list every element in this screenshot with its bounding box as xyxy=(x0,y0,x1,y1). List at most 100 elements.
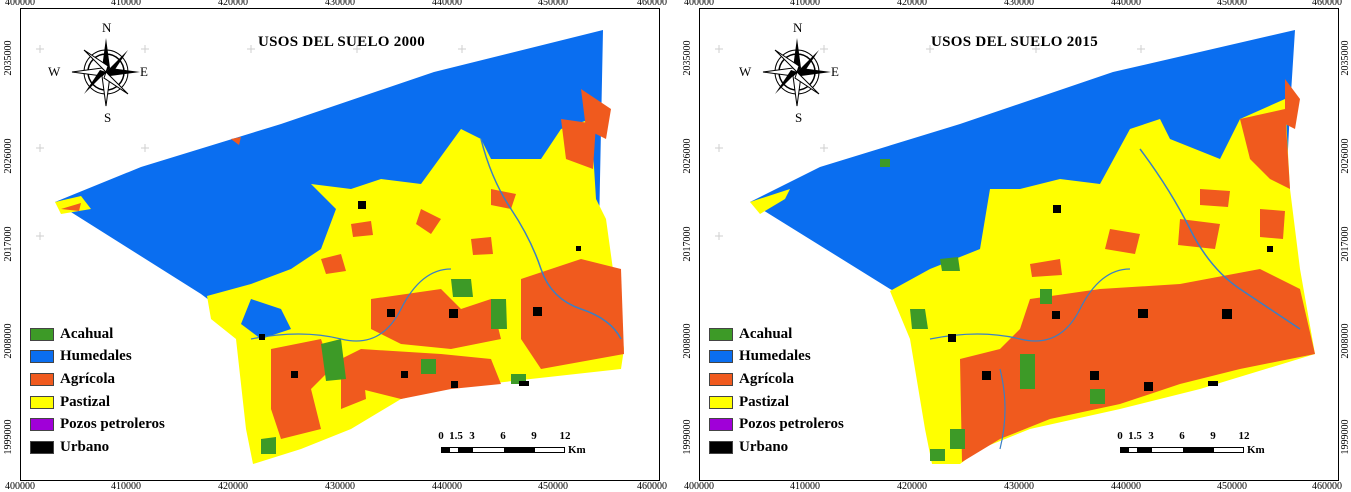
legend-label: Pastizal xyxy=(60,393,110,410)
compass-w: W xyxy=(48,64,61,79)
legend-item: Urbano xyxy=(709,436,844,459)
y-tick: 2017000 xyxy=(1340,226,1351,262)
legend-label: Urbano xyxy=(60,438,110,455)
legend-label: Humedales xyxy=(739,348,811,365)
compass-w: W xyxy=(739,64,752,79)
scale-unit: Km xyxy=(568,444,586,456)
x-tick: 400000 xyxy=(684,0,714,8)
scale-label: 12 xyxy=(559,430,571,442)
legend-item: Acahual xyxy=(30,323,165,346)
legend-label: Pastizal xyxy=(739,393,789,410)
map-panel-2000: 400000 410000 420000 430000 440000 45000… xyxy=(0,0,672,492)
map-frame xyxy=(20,8,660,481)
y-tick: 2035000 xyxy=(3,40,14,76)
legend-swatch xyxy=(30,350,54,364)
legend-swatch xyxy=(709,395,733,409)
x-tick: 440000 xyxy=(1111,0,1141,8)
legend-label: Humedales xyxy=(60,348,132,365)
legend-swatch xyxy=(709,327,733,341)
y-tick: 2017000 xyxy=(3,226,14,262)
y-tick: 1999000 xyxy=(1340,419,1351,455)
legend-label: Acahual xyxy=(739,325,793,342)
acahual-patches xyxy=(880,159,1105,461)
scale-label: 6 xyxy=(500,430,506,442)
scale-label: 3 xyxy=(1148,430,1154,442)
scale-unit: Km xyxy=(1247,444,1265,456)
scale-label: 3 xyxy=(469,430,475,442)
legend-swatch xyxy=(30,395,54,409)
legend-swatch xyxy=(709,350,733,364)
x-tick: 420000 xyxy=(218,481,248,492)
urban-points xyxy=(948,205,1273,391)
legend-label: Pozos petroleros xyxy=(739,416,844,433)
legend: Acahual Humedales Agrícola Pastizal Pozo… xyxy=(709,323,844,459)
compass-e: E xyxy=(140,64,148,79)
legend-label: Agrícola xyxy=(739,370,794,387)
x-tick: 440000 xyxy=(432,0,462,8)
x-tick: 450000 xyxy=(1217,0,1247,8)
x-tick: 410000 xyxy=(111,481,141,492)
compass-n: N xyxy=(793,20,803,35)
y-tick: 1999000 xyxy=(3,419,14,455)
compass-n: N xyxy=(102,20,112,35)
x-tick: 420000 xyxy=(897,481,927,492)
legend-item: Urbano xyxy=(30,436,165,459)
scale-label: 12 xyxy=(1238,430,1250,442)
x-tick: 410000 xyxy=(790,481,820,492)
scale-bar: 0 1.5 3 6 9 12 Km xyxy=(1111,430,1271,460)
scale-label: 6 xyxy=(1179,430,1185,442)
compass-s: S xyxy=(104,110,112,125)
map-title: USOS DEL SUELO 2015 xyxy=(931,34,1099,50)
legend-label: Urbano xyxy=(739,438,789,455)
legend-swatch xyxy=(709,372,733,386)
legend-swatch xyxy=(709,418,733,432)
x-tick: 460000 xyxy=(1312,481,1342,492)
x-tick: 440000 xyxy=(1111,481,1141,492)
x-tick: 460000 xyxy=(637,0,667,8)
y-tick: 2008000 xyxy=(3,323,14,359)
legend-item: Pastizal xyxy=(709,391,844,414)
scale-bar: 0 1.5 3 6 9 12 Km xyxy=(432,430,592,460)
legend-item: Agrícola xyxy=(709,368,844,391)
scale-label: 1.5 xyxy=(1128,430,1142,442)
x-tick: 450000 xyxy=(1217,481,1247,492)
x-tick: 430000 xyxy=(325,481,355,492)
y-tick: 2026000 xyxy=(1340,138,1351,174)
x-tick: 400000 xyxy=(5,481,35,492)
scale-label: 1.5 xyxy=(449,430,463,442)
x-tick: 460000 xyxy=(637,481,667,492)
scale-segments xyxy=(1120,447,1244,453)
x-tick: 400000 xyxy=(684,481,714,492)
x-tick: 440000 xyxy=(432,481,462,492)
x-tick: 430000 xyxy=(325,0,355,8)
y-tick: 2008000 xyxy=(1340,323,1351,359)
legend-item: Pozos petroleros xyxy=(709,413,844,436)
north-arrow-icon: N S W E xyxy=(48,20,148,125)
legend-item: Acahual xyxy=(709,323,844,346)
y-tick: 2035000 xyxy=(682,40,693,76)
scale-segments xyxy=(441,447,565,453)
y-tick: 2026000 xyxy=(682,138,693,174)
x-tick: 420000 xyxy=(897,0,927,8)
y-tick: 2026000 xyxy=(3,138,14,174)
legend-item: Humedales xyxy=(709,346,844,369)
legend-swatch xyxy=(30,372,54,386)
legend-item: Humedales xyxy=(30,346,165,369)
x-tick: 450000 xyxy=(538,481,568,492)
y-tick: 2035000 xyxy=(1340,40,1351,76)
x-tick: 460000 xyxy=(1312,0,1342,8)
legend-swatch xyxy=(30,327,54,341)
legend-item: Agrícola xyxy=(30,368,165,391)
map-panel-2015: 400000 410000 420000 430000 440000 45000… xyxy=(679,0,1351,492)
legend-item: Pastizal xyxy=(30,391,165,414)
scale-label: 0 xyxy=(438,430,444,442)
north-arrow-icon: N S W E xyxy=(739,20,839,125)
x-tick: 430000 xyxy=(1004,481,1034,492)
land-use-map-2015 xyxy=(715,30,1315,464)
x-tick: 400000 xyxy=(5,0,35,8)
scale-label: 0 xyxy=(1117,430,1123,442)
legend: Acahual Humedales Agrícola Pastizal Pozo… xyxy=(30,323,165,459)
legend-label: Acahual xyxy=(60,325,114,342)
legend-swatch xyxy=(709,440,733,454)
legend-label: Agrícola xyxy=(60,370,115,387)
